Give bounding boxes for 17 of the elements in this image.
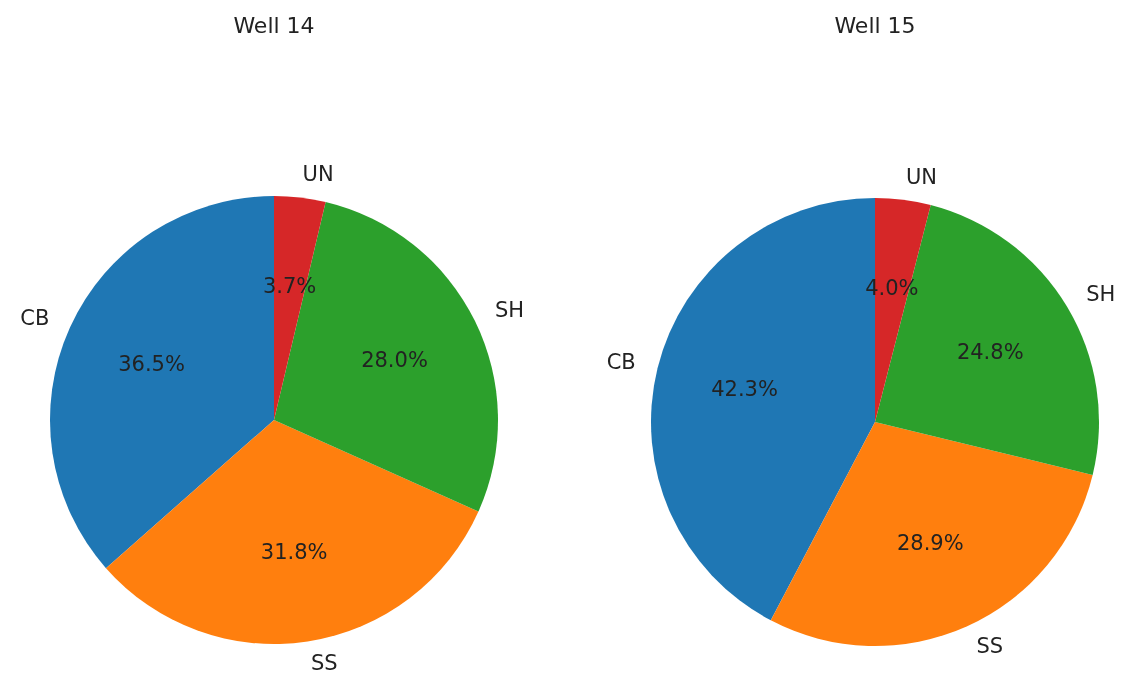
chart-title: Well 15 <box>834 13 916 38</box>
slice-label: CB <box>20 305 50 330</box>
slice-label: SH <box>494 297 525 322</box>
data-label: 28.9% <box>896 531 964 556</box>
data-label: 31.8% <box>260 539 328 564</box>
slice-label: SS <box>976 633 1004 658</box>
slice-label: UN <box>905 164 937 189</box>
slice-label: CB <box>606 349 636 374</box>
data-label: 36.5% <box>118 351 185 376</box>
chart-title: Well 14 <box>233 13 315 38</box>
slice-label: UN <box>302 162 334 187</box>
slice-label: SS <box>311 650 338 675</box>
data-label: 28.0% <box>361 347 428 372</box>
pie-slice <box>105 420 479 644</box>
data-label: 24.8% <box>956 339 1024 364</box>
data-label: 42.3% <box>711 376 778 401</box>
slice-label: SH <box>1086 282 1116 307</box>
